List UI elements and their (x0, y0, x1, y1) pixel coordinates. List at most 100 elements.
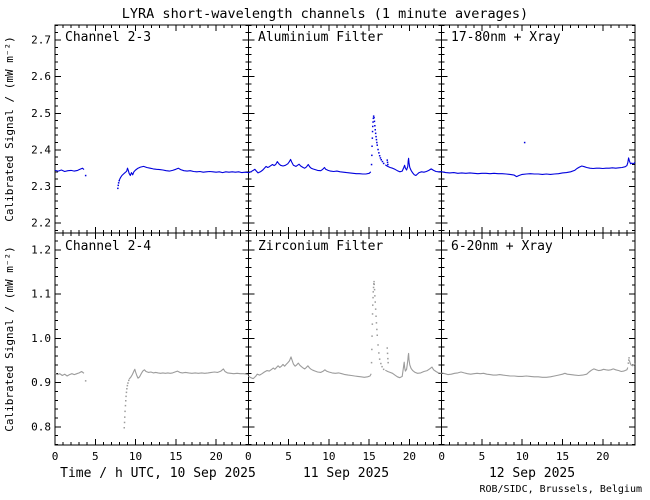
axes-frame (54, 24, 636, 446)
series-dot (376, 328, 378, 331)
y-tick-label: 0.9 (31, 376, 51, 389)
series-dot (380, 362, 382, 365)
series-dot (376, 334, 378, 336)
panel-label-aluminium-filter: Aluminium Filter (258, 30, 383, 45)
tick-labels: 2.2 2.3 2.4 2.5 2.6 2.7 0 5 10 15 20 0 5 10 15 20 0 5 10 15… (31, 34, 609, 463)
series-dot (123, 421, 126, 424)
series-dot (374, 125, 376, 127)
series-dot (372, 296, 374, 299)
y-tick-label: 1.1 (31, 288, 51, 301)
series-dot (117, 184, 119, 187)
series-dot (374, 301, 376, 303)
y-tick-label: 1.2 (31, 243, 51, 256)
series-line-channel-2-4 (128, 368, 249, 380)
series-dot (378, 152, 380, 154)
x-tick-label: 5 (92, 450, 99, 463)
series-dot (387, 163, 389, 166)
x-tick-label: 20 (209, 450, 222, 463)
series-dot (118, 179, 120, 182)
series-dot (382, 162, 385, 165)
x-tick-label: 20 (596, 450, 609, 463)
series-dot (373, 116, 375, 119)
series-dot (84, 174, 87, 177)
series-dot (386, 159, 388, 161)
x-tick-label: 10 (129, 450, 142, 463)
series-dot (378, 352, 380, 354)
series-dot (372, 286, 375, 289)
series-dot (373, 280, 375, 283)
y-tick-label: 2.3 (31, 180, 51, 193)
series-dot (374, 308, 377, 310)
series-dot (370, 163, 373, 166)
series-dot (375, 315, 377, 317)
series-dot (371, 323, 374, 325)
series-dot (375, 322, 378, 324)
series-line-channel-2-4 (385, 352, 442, 379)
panel-label-17-80nm-xray: 17-80nm + Xray (451, 30, 561, 45)
series-dot (125, 391, 128, 394)
series-dot (126, 384, 129, 387)
series-dot (123, 427, 125, 429)
x-tick-label: 5 (285, 450, 292, 463)
series-line-channel-2-4 (247, 356, 372, 380)
chart-title: LYRA short-wavelength channels (1 minute… (122, 6, 528, 22)
series-dot (381, 160, 384, 163)
series-dot (386, 352, 389, 355)
series-line-channel-2-4 (441, 367, 629, 378)
series-dot (371, 137, 374, 139)
series-dot (370, 361, 373, 364)
series-dot (523, 141, 526, 144)
data-series (54, 115, 636, 429)
y-tick-label: 1.0 (31, 332, 51, 345)
series-dot (124, 416, 126, 418)
series-dot (374, 129, 376, 131)
series-dot (371, 335, 373, 337)
series-dot (124, 404, 127, 407)
series-dot (371, 145, 373, 147)
series-dot (386, 161, 389, 164)
x-axis-label-day3: 12 Sep 2025 (489, 466, 575, 481)
series-dot (126, 388, 128, 390)
series-dot (125, 395, 127, 398)
series-dot (387, 357, 389, 360)
series-dot (372, 304, 374, 306)
series-dot (371, 154, 373, 157)
series-dot (372, 121, 374, 123)
panel-label-channel-2-4: Channel 2-4 (65, 239, 151, 254)
series-dot (371, 130, 374, 133)
series-line-channel-2-3 (54, 167, 85, 173)
series-dot (380, 159, 382, 161)
series-dot (372, 291, 374, 293)
y-tick-label: 2.6 (31, 70, 51, 83)
x-tick-label: 15 (363, 450, 376, 463)
series-dot (125, 400, 127, 402)
series-dot (387, 361, 389, 364)
series-dot (377, 344, 379, 346)
y-tick-label: 2.2 (31, 217, 51, 230)
series-dot (376, 141, 378, 144)
series-line-channel-2-3 (441, 157, 636, 178)
series-dot (376, 144, 378, 146)
series-dot (124, 410, 126, 413)
series-dot (117, 187, 119, 190)
series-dot (375, 138, 378, 141)
y-axis-label-bottom: Calibrated Signal / (mW m⁻²) (3, 246, 16, 431)
series-dot (372, 125, 374, 128)
series-dot (373, 288, 376, 291)
series-dot (371, 313, 374, 315)
series-dot (386, 347, 388, 349)
panel-label-6-20nm-xray: 6-20nm + Xray (451, 239, 553, 254)
panel-label-zirconium-filter: Zirconium Filter (258, 239, 383, 254)
series-dot (127, 382, 129, 384)
series-dot (372, 115, 375, 117)
series-dot (374, 132, 377, 135)
series-dot (378, 358, 381, 360)
series-dot (379, 157, 382, 159)
x-axis-label-day2: 11 Sep 2025 (303, 466, 389, 481)
series-line-channel-2-3 (248, 158, 372, 175)
y-tick-label: 0.8 (31, 420, 51, 433)
series-line-channel-2-3 (385, 157, 442, 177)
series-line-channel-2-4 (54, 370, 85, 377)
